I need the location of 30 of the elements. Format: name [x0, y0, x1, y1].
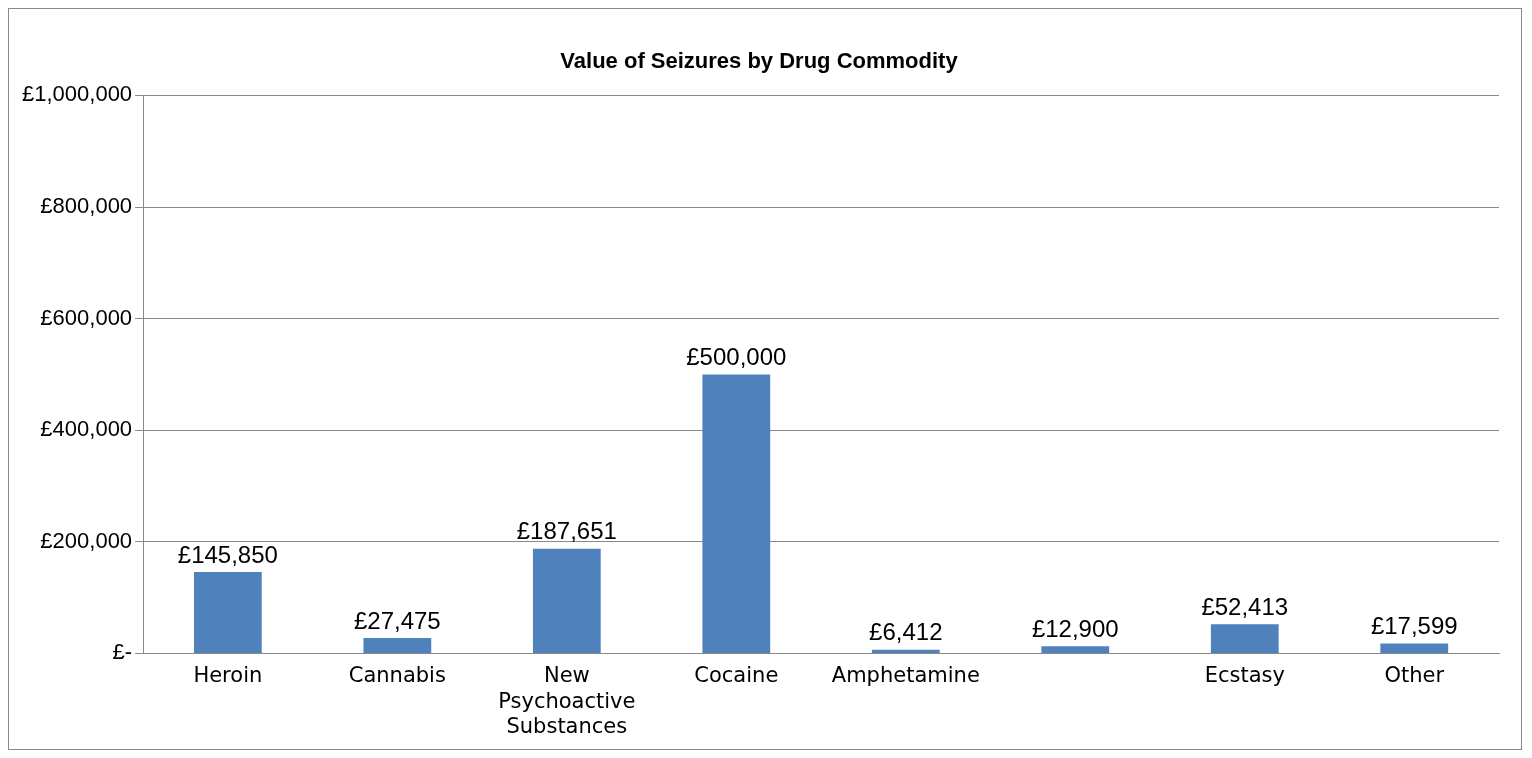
bar	[1210, 624, 1279, 653]
y-tick-label: £200,000	[40, 527, 133, 553]
x-tick-label: Cannabis	[348, 663, 446, 688]
data-label: £6,412	[869, 618, 943, 646]
x-tick-label: New Psychoactive Substances	[498, 663, 636, 738]
y-tick-label: £1,000,000	[22, 81, 133, 107]
x-tick-label: Amphetamine	[831, 663, 980, 688]
bar	[1041, 646, 1110, 653]
x-tick-label: Cocaine	[694, 663, 779, 688]
data-label: £52,413	[1201, 592, 1289, 620]
bar	[532, 548, 601, 653]
bar	[363, 638, 432, 653]
y-tick-label: £600,000	[40, 304, 133, 330]
bar	[702, 374, 771, 653]
x-tick-label: Ecstasy	[1204, 663, 1285, 688]
bar	[871, 649, 940, 653]
x-tick-label: Other	[1384, 663, 1445, 688]
y-tick-label: £-	[112, 639, 133, 665]
data-label: £187,651	[516, 517, 617, 545]
y-tick-label: £800,000	[40, 193, 133, 219]
data-label: £500,000	[686, 343, 787, 371]
bar	[1380, 643, 1449, 653]
data-label: £27,475	[353, 606, 441, 634]
data-label: £17,599	[1370, 612, 1458, 640]
x-tick-label: Heroin	[193, 663, 263, 688]
bar	[193, 572, 262, 653]
chart-title: Value of Seizures by Drug Commodity	[560, 48, 959, 74]
y-tick-label: £400,000	[40, 416, 133, 442]
data-label: £12,900	[1031, 614, 1119, 642]
data-label: £145,850	[177, 540, 278, 568]
